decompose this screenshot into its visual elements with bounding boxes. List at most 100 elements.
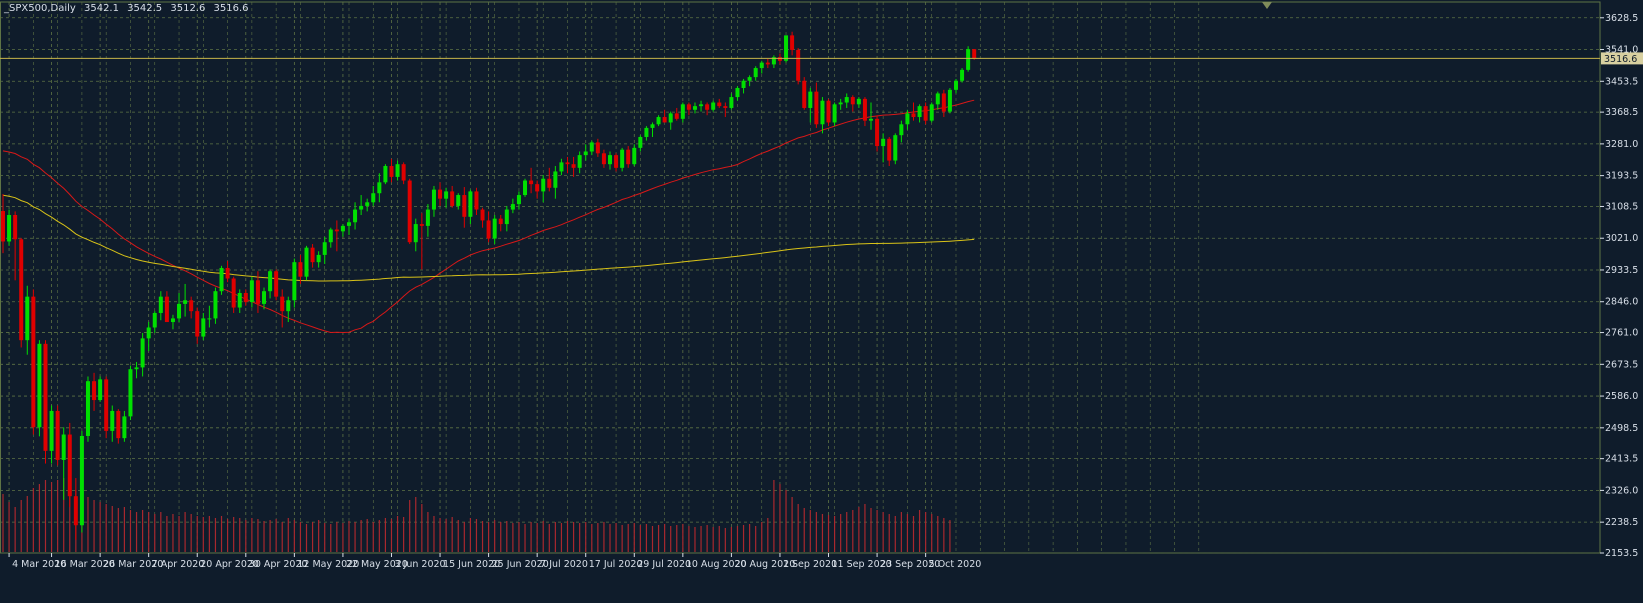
candle[interactable] — [7, 209, 12, 246]
candle[interactable] — [741, 78, 746, 94]
candle[interactable] — [692, 102, 697, 114]
candle[interactable] — [960, 68, 965, 83]
candle[interactable] — [571, 156, 576, 177]
candle[interactable] — [322, 236, 327, 264]
candle[interactable] — [777, 53, 782, 65]
candle[interactable] — [686, 102, 691, 116]
candle[interactable] — [395, 160, 400, 181]
candle[interactable] — [383, 164, 388, 185]
candle[interactable] — [67, 422, 72, 508]
chart-shift-marker[interactable] — [1262, 2, 1272, 9]
candle[interactable] — [73, 478, 78, 540]
candle[interactable] — [25, 285, 30, 355]
candle[interactable] — [219, 265, 224, 295]
candle[interactable] — [286, 296, 291, 323]
candle[interactable] — [170, 314, 175, 330]
candle[interactable] — [638, 135, 643, 152]
candle[interactable] — [31, 289, 36, 435]
candle[interactable] — [98, 376, 103, 402]
candle[interactable] — [444, 187, 449, 208]
candle[interactable] — [61, 427, 66, 500]
candle[interactable] — [953, 78, 958, 94]
candle[interactable] — [881, 133, 886, 163]
candle[interactable] — [608, 151, 612, 170]
candle[interactable] — [802, 77, 807, 110]
candle[interactable] — [808, 87, 813, 123]
candle[interactable] — [243, 289, 248, 306]
candle[interactable] — [838, 98, 843, 110]
candle[interactable] — [820, 97, 825, 134]
candle[interactable] — [92, 372, 97, 411]
candle[interactable] — [559, 158, 564, 176]
candles[interactable] — [1, 31, 977, 540]
candle[interactable] — [292, 258, 297, 308]
candle[interactable] — [13, 211, 18, 281]
candle[interactable] — [340, 224, 345, 237]
candle[interactable] — [620, 147, 625, 172]
candle[interactable] — [128, 365, 133, 421]
candle[interactable] — [310, 244, 315, 268]
candle[interactable] — [152, 311, 157, 333]
candle[interactable] — [249, 276, 254, 308]
candle[interactable] — [717, 98, 722, 108]
candle[interactable] — [189, 296, 194, 319]
candle[interactable] — [796, 48, 801, 85]
candle[interactable] — [917, 104, 922, 123]
candle[interactable] — [274, 269, 279, 301]
candle[interactable] — [832, 102, 837, 127]
candle[interactable] — [680, 102, 685, 123]
candle[interactable] — [947, 87, 952, 114]
candle[interactable] — [43, 340, 48, 464]
candle[interactable] — [632, 144, 637, 167]
candle[interactable] — [771, 55, 776, 69]
candle[interactable] — [207, 305, 212, 328]
candle[interactable] — [146, 322, 151, 352]
candle[interactable] — [583, 144, 588, 161]
candle[interactable] — [674, 107, 679, 121]
candle[interactable] — [541, 175, 546, 203]
candle[interactable] — [923, 102, 928, 125]
candle[interactable] — [346, 218, 351, 235]
candle[interactable] — [966, 46, 971, 72]
candle[interactable] — [850, 95, 855, 112]
candle[interactable] — [759, 60, 764, 74]
candle[interactable] — [492, 214, 497, 245]
candle[interactable] — [164, 291, 169, 323]
candle[interactable] — [650, 122, 655, 137]
candle[interactable] — [529, 167, 534, 194]
candle[interactable] — [237, 289, 242, 313]
candle[interactable] — [462, 187, 467, 228]
candle[interactable] — [407, 178, 412, 245]
candle[interactable] — [456, 193, 461, 210]
candle[interactable] — [474, 187, 479, 215]
candle[interactable] — [55, 405, 60, 466]
candle[interactable] — [304, 245, 309, 281]
candle[interactable] — [887, 136, 892, 167]
candle[interactable] — [450, 185, 455, 208]
candle[interactable] — [844, 93, 849, 108]
candle[interactable] — [195, 307, 200, 344]
candle[interactable] — [134, 361, 139, 379]
candle[interactable] — [535, 180, 540, 199]
candle[interactable] — [553, 166, 558, 199]
candle[interactable] — [504, 205, 509, 232]
candle[interactable] — [711, 100, 716, 112]
candle[interactable] — [438, 182, 443, 206]
candle[interactable] — [790, 31, 795, 56]
candle[interactable] — [1, 193, 5, 254]
candle[interactable] — [656, 115, 661, 127]
candle[interactable] — [826, 98, 831, 127]
candle[interactable] — [547, 167, 552, 192]
candle[interactable] — [595, 138, 600, 157]
candle[interactable] — [413, 218, 418, 252]
candle[interactable] — [911, 102, 916, 121]
candle[interactable] — [280, 289, 285, 328]
candle[interactable] — [893, 133, 898, 165]
candle[interactable] — [510, 198, 515, 214]
candle[interactable] — [419, 213, 424, 270]
candle[interactable] — [401, 162, 406, 185]
candle[interactable] — [723, 102, 728, 118]
candle[interactable] — [116, 409, 121, 444]
